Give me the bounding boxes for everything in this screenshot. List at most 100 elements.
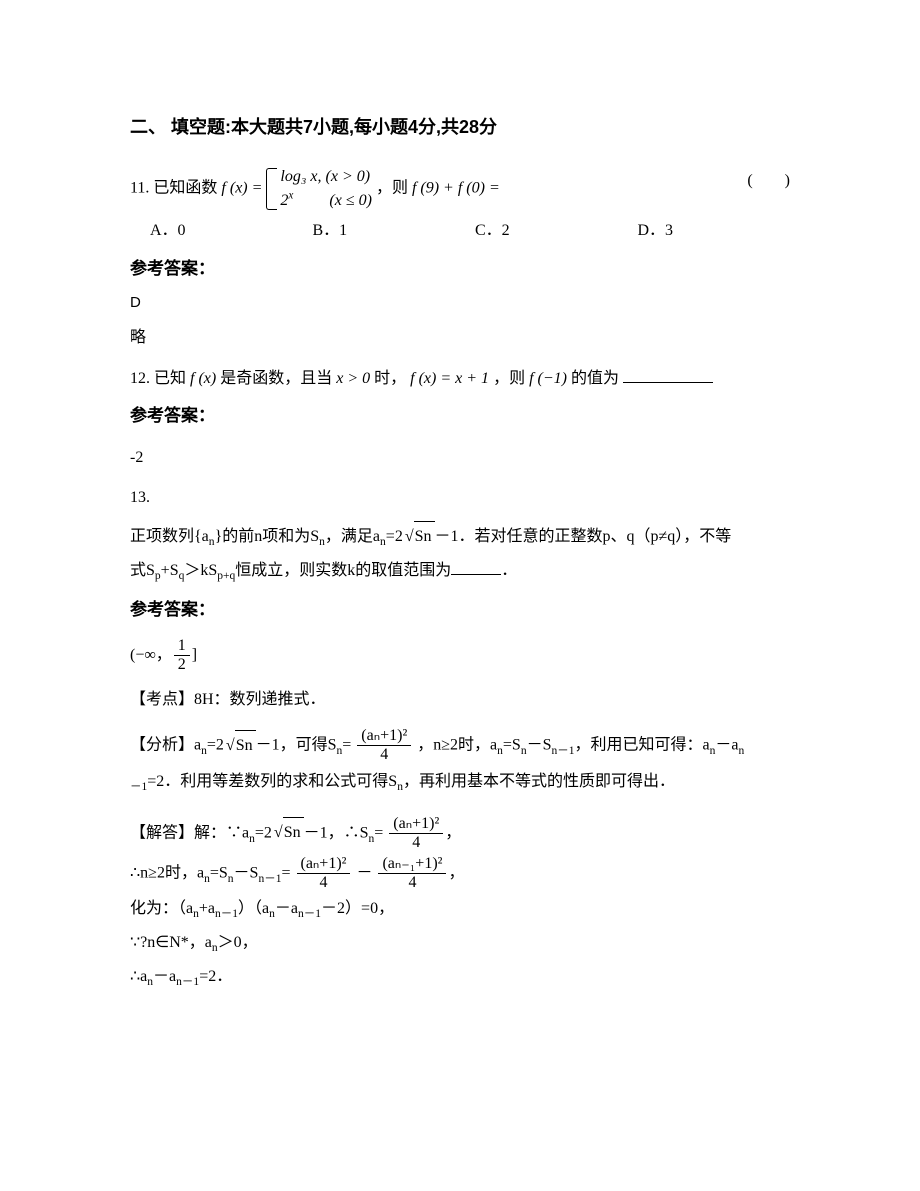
q13-s1-frac: (aₙ+1)²4 bbox=[389, 815, 443, 853]
q11-opt-b: B．1 bbox=[313, 216, 476, 246]
q13-l2a: 式S bbox=[130, 562, 155, 579]
q13-fx2-t1: =2．利用等差数列的求和公式可得S bbox=[147, 773, 397, 790]
q13-l1e: －1．若对任意的正整数p、q（p≠q），不等 bbox=[435, 528, 732, 545]
q13-fx-sub1: n bbox=[201, 745, 207, 757]
q11-ans: D bbox=[130, 289, 800, 318]
q13-s2-f1-num: (aₙ+1)² bbox=[297, 855, 351, 874]
q13-solve-line1: 【解答】解：∵an=2Sn－1，∴Sn= (aₙ+1)²4， bbox=[130, 815, 800, 853]
q13-fx-t2: ，n≥2时，a bbox=[417, 737, 497, 754]
q13-fx-frac1-num: (aₙ+1)² bbox=[357, 727, 411, 746]
q13-s1-frac-num: (aₙ+1)² bbox=[389, 815, 443, 834]
q13-ans-open: (−∞， bbox=[130, 646, 172, 663]
q13-sqrt1-body: Sn bbox=[414, 521, 435, 552]
q13-ans-num: 1 bbox=[174, 637, 190, 656]
q13-l2c-sub: p+q bbox=[217, 571, 235, 583]
q13-line2: 式Sp+Sq＞kSp+q恒成立，则实数k的取值范围为． bbox=[130, 556, 800, 588]
q11-expr: f (9) + f (0) = bbox=[412, 180, 500, 197]
q11-number: 11. bbox=[130, 180, 149, 197]
q13-fx-sub7: n bbox=[739, 745, 745, 757]
q12-cond: x > 0 bbox=[336, 370, 370, 387]
q11-mid: ，则 bbox=[376, 180, 408, 197]
q13-s2-f1-den: 4 bbox=[297, 874, 351, 892]
q13-fx-t3: =S bbox=[503, 737, 521, 754]
q11-ans-label: 参考答案： bbox=[130, 253, 800, 285]
q13-s1-t4: ， bbox=[445, 824, 461, 841]
q11-func-lhs: f (x) = bbox=[221, 180, 262, 197]
q13-s4-t2: ＞0， bbox=[218, 934, 258, 951]
q13-s1-sub1: n bbox=[249, 833, 255, 845]
q11-piecewise: log₃ x, (x > 0) 2x (x ≤ 0) bbox=[266, 166, 372, 212]
q13-s3-t3: ）（a bbox=[238, 900, 269, 917]
q13-fx-t4: －S bbox=[527, 737, 552, 754]
q13-fx-sub2: n bbox=[337, 745, 343, 757]
q13-s3-t5: －2）=0， bbox=[321, 900, 394, 917]
q13-l2b: +S bbox=[161, 562, 179, 579]
q13-fx-sqrt: Sn bbox=[224, 730, 256, 761]
q11-opt-c: C．2 bbox=[475, 216, 638, 246]
q13-s1-sqrt: Sn bbox=[272, 817, 304, 848]
q13-fx-t6: －a bbox=[715, 737, 738, 754]
q13-fx-sub5: n－1 bbox=[552, 745, 575, 757]
q13-sqrt1: Sn bbox=[403, 521, 435, 552]
q12-number: 12. bbox=[130, 370, 150, 387]
q12-t3: 时， bbox=[374, 370, 406, 387]
q13-s5-t1: ∴a bbox=[130, 968, 147, 985]
q13-s3-sub4: n－1 bbox=[298, 909, 321, 921]
q13-s4-t1: ∵?n∈N*，a bbox=[130, 934, 212, 951]
q13-s2-frac2: (aₙ₋₁+1)²4 bbox=[378, 855, 446, 893]
q13-s3-sub2: n－1 bbox=[215, 909, 238, 921]
q13-fx-sqrt-body: Sn bbox=[235, 730, 256, 761]
q13-s5-t3: =2． bbox=[199, 968, 232, 985]
q13-ans-frac: 12 bbox=[174, 637, 190, 675]
q13-s5-sub2: n－1 bbox=[176, 977, 199, 989]
q13-ans: (−∞，12] bbox=[130, 637, 800, 675]
q13-fx-frac1: (aₙ+1)²4 bbox=[357, 727, 411, 765]
q12-t4: ，则 bbox=[493, 370, 525, 387]
q13-s3-t1: 化为：（a bbox=[130, 900, 193, 917]
q13-fx2-t2: ，再利用基本不等式的性质即可得出． bbox=[403, 773, 675, 790]
q11-paren: ( ) bbox=[747, 166, 790, 196]
q12-fneg: f (−1) bbox=[529, 370, 567, 387]
q13-solve-line5: ∴an－an－1=2． bbox=[130, 962, 800, 994]
q13-s2-f2-den: 4 bbox=[378, 874, 446, 892]
q12-t5: 的值为 bbox=[571, 370, 619, 387]
q13-l1d: =2 bbox=[386, 528, 403, 545]
q13-s2-t5: － bbox=[356, 864, 372, 881]
q13-l1b: }的前n项和为S bbox=[215, 528, 320, 545]
q13-solve-line3: 化为：（an+an－1）（an－an－1－2）=0， bbox=[130, 894, 800, 926]
q13-s5-t2: －a bbox=[153, 968, 176, 985]
q13-s3-t4: －a bbox=[275, 900, 298, 917]
q13-s2-t2: =S bbox=[210, 864, 228, 881]
q13-ans-den: 2 bbox=[174, 656, 190, 674]
section-title: 二、 填空题:本大题共7小题,每小题4分,共28分 bbox=[130, 110, 800, 144]
q12-ans: -2 bbox=[130, 443, 800, 473]
q11-options: A．0 B．1 C．2 D．3 bbox=[150, 216, 800, 246]
q13-l2e: ． bbox=[501, 562, 517, 579]
q11-piece2-exp: x bbox=[288, 190, 293, 202]
q13-s2-sub3: n－1 bbox=[258, 872, 281, 884]
q11-piece2: 2x (x ≤ 0) bbox=[280, 192, 372, 209]
q13-l1a: 正项数列{a bbox=[130, 528, 209, 545]
q13-s2-frac1: (aₙ+1)²4 bbox=[297, 855, 351, 893]
q13-blank bbox=[451, 561, 501, 575]
q13-line1: 正项数列{an}的前n项和为Sn，满足an=2Sn－1．若对任意的正整数p、q（… bbox=[130, 521, 800, 554]
q13-s1-t2: －1，∴S bbox=[304, 824, 369, 841]
q11-prefix: 已知函数 bbox=[153, 180, 217, 197]
q13-s2-t4: = bbox=[281, 864, 290, 881]
q12-fx: f (x) bbox=[190, 370, 216, 387]
q13-s1-sqrt-body: Sn bbox=[283, 817, 304, 848]
q12: 12. 已知 f (x) 是奇函数，且当 x > 0 时， f (x) = x … bbox=[130, 364, 800, 394]
q13-s2-f2-num: (aₙ₋₁+1)² bbox=[378, 855, 446, 874]
q12-ans-label: 参考答案： bbox=[130, 400, 800, 432]
q12-t2: 是奇函数，且当 bbox=[220, 370, 332, 387]
q13-fx-t5: ，利用已知可得：a bbox=[575, 737, 710, 754]
q13-l1c: ，满足a bbox=[325, 528, 380, 545]
q13-s1-t3: = bbox=[374, 824, 383, 841]
q13-ans-close: ] bbox=[192, 646, 197, 663]
q11: 11. 已知函数 f (x) = log₃ x, (x > 0) 2x (x ≤… bbox=[130, 166, 800, 212]
q13-s2-t6: ， bbox=[448, 864, 464, 881]
q11-piece2-cond: (x ≤ 0) bbox=[329, 192, 372, 209]
q13-kaodian: 【考点】8H：数列递推式． bbox=[130, 685, 800, 715]
q13-ans-label: 参考答案： bbox=[130, 594, 800, 626]
q13-fenxi-line1: 【分析】an=2Sn－1，可得Sn= (aₙ+1)²4 ，n≥2时，an=Sn－… bbox=[130, 727, 800, 765]
